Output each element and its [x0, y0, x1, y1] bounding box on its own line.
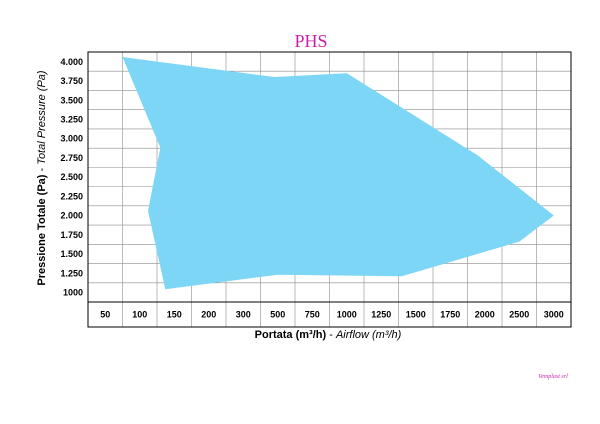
x-tick-label: 100: [132, 310, 147, 320]
x-tick-label: 150: [167, 310, 182, 320]
y-tick-label: 3.500: [60, 95, 83, 105]
chart-title: PHS: [294, 31, 327, 51]
y-tick-label: 2.500: [60, 172, 83, 182]
x-tick-label: 1750: [440, 310, 460, 320]
x-tick-label: 50: [100, 310, 110, 320]
x-tick-label: 1250: [371, 310, 391, 320]
y-tick-label: 1.500: [60, 249, 83, 259]
y-axis-label: Pressione Totale (Pa) - Total Pressure (…: [36, 70, 48, 286]
x-tick-label: 1000: [337, 310, 357, 320]
performance-envelope: [122, 57, 554, 290]
y-tick-label: 3.750: [60, 76, 83, 86]
x-tick-label: 500: [270, 310, 285, 320]
x-tick-label: 750: [305, 310, 320, 320]
y-tick-label: 3.250: [60, 115, 83, 125]
y-tick-labels: 4.000 3.750 3.500 3.250 3.000 2.750 2.500 2.250…: [60, 57, 83, 298]
x-tick-labels: 50 100 150 200 300 500 750 1000 1250 1500 1750 2000…: [100, 310, 564, 320]
y-tick-label: 2.000: [60, 211, 83, 221]
x-axis-label-italic: Airflow (m³/h): [335, 329, 402, 341]
x-tick-label: 2000: [475, 310, 495, 320]
footer-brand: Vemplast srl: [538, 374, 568, 380]
x-axis-label: Portata (m³/h) - Airflow (m³/h): [255, 329, 402, 341]
x-axis-label-separator: -: [326, 329, 336, 341]
y-tick-label: 2.750: [60, 153, 83, 163]
x-tick-label: 300: [236, 310, 251, 320]
x-tick-label: 1500: [406, 310, 426, 320]
y-axis-label-bold: Pressione Totale (Pa): [36, 174, 48, 285]
plot-border: [87, 51, 572, 328]
y-tick-label: 4.000: [60, 57, 83, 67]
chart-frame: [87, 51, 572, 328]
y-tick-label: 3.000: [60, 134, 83, 144]
x-axis-label-bold: Portata (m³/h): [255, 329, 327, 341]
y-axis-label-italic: Total Pressure (Pa): [36, 70, 48, 165]
y-tick-label: 1.750: [60, 230, 83, 240]
x-tick-label: 200: [201, 310, 216, 320]
x-tick-label: 3000: [544, 310, 564, 320]
y-axis-label-separator: -: [36, 165, 48, 175]
y-tick-label: 1000: [63, 288, 83, 298]
y-tick-label: 1.250: [60, 268, 83, 278]
y-tick-label: 2.250: [60, 191, 83, 201]
x-tick-label: 2500: [509, 310, 529, 320]
